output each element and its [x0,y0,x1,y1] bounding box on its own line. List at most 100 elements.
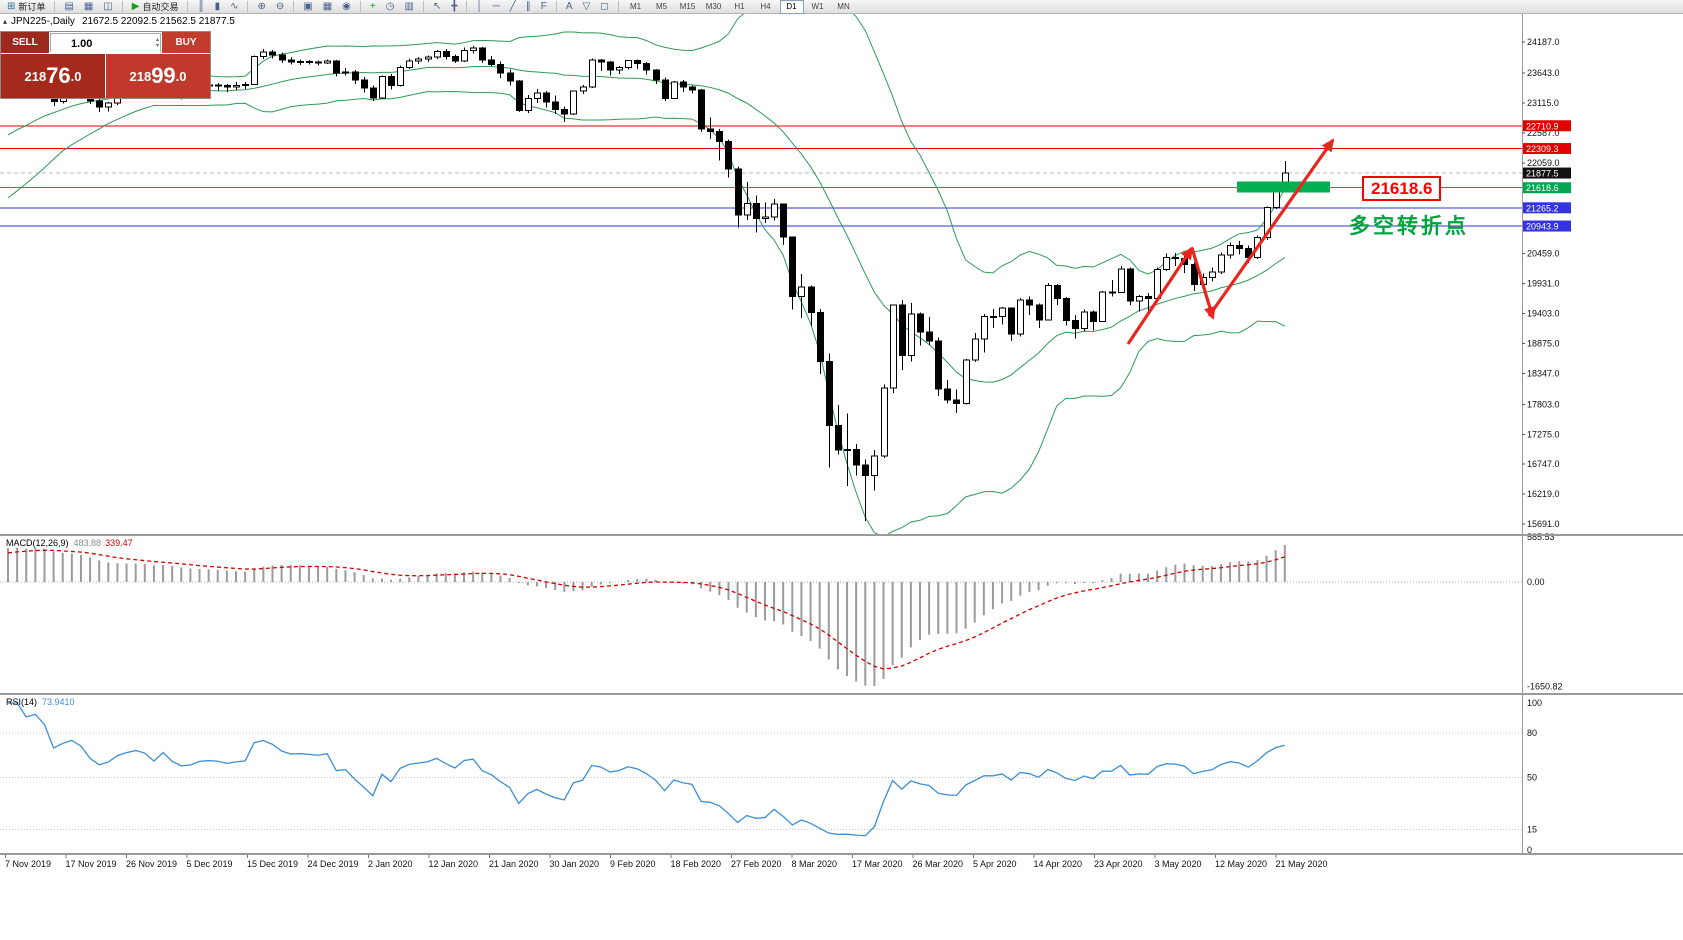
templates-icon[interactable]: ▥ [400,0,417,14]
periods-icon[interactable]: ◷ [382,0,399,14]
arrows-tool-icon[interactable]: ▽ [579,0,595,14]
main-macd-splitter[interactable] [0,534,1683,536]
candle-body [1017,299,1024,335]
candle-body [1045,284,1052,321]
candle-body [479,47,486,61]
candle-body [488,59,495,66]
text-label-icon[interactable]: A [562,0,577,14]
price-axis-label: 19403.0 [1527,308,1560,318]
toolbar-separator [466,1,468,12]
panel-collapse-toggle-icon[interactable]: ▴ [3,17,8,26]
date-axis-label: 30 Jan 2020 [550,859,600,869]
candle-body [406,60,413,68]
trendline-icon[interactable]: ╱ [506,0,520,14]
candle-body [744,203,751,216]
timeframe-button-m30[interactable]: M30 [705,2,722,11]
market-watch-icon[interactable]: ▦ [80,0,97,14]
candle-body [534,92,541,100]
volume-increase-button[interactable]: ▴ [155,36,159,43]
timeframe-button-h4[interactable]: H4 [760,2,771,11]
buy-button[interactable]: BUY [162,32,210,53]
candle-body [1218,254,1225,273]
periods-icon: ◷ [385,0,395,12]
new-order-button-label: 新订单 [18,2,46,12]
date-axis-label: 23 Apr 2020 [1094,859,1143,869]
price-level-tag-text: 21877.5 [1526,169,1559,179]
horizontal-line-icon[interactable]: ─ [489,0,504,14]
candle-body [470,47,477,51]
timeframe-button-d1[interactable]: D1 [779,0,804,14]
candle-body [698,89,705,130]
new-order-button[interactable]: ⊞ 新订单 [3,0,49,14]
charts-window-icon[interactable]: ▤ [60,0,77,14]
macd-rsi-splitter[interactable] [0,693,1683,695]
candle-body [1118,268,1125,294]
chart-ohlc-values: 21672.5 22092.5 21562.5 21877.5 [81,16,235,27]
macd-label: MACD(12,26,9) 483.88 339.47 [6,538,133,548]
volume-decrease-button[interactable]: ▾ [155,42,159,49]
candle-body [1008,307,1015,335]
candle-body [817,312,824,362]
trend-arrow [1207,138,1335,317]
date-axis-label: 14 Apr 2020 [1034,859,1083,869]
navigator-icon[interactable]: ◫ [99,0,116,14]
price-axis-label: 19931.0 [1527,279,1560,289]
candles-layer [5,45,1289,521]
zoom-in-icon[interactable]: ⊕ [253,0,269,14]
candle-body [789,236,796,298]
timeframe-button-h1[interactable]: H1 [734,2,745,11]
bar-chart-icon[interactable]: ║ [193,0,208,14]
candle-body [771,203,778,218]
candlestick-chart-icon[interactable]: ▮ [211,0,225,14]
timeframe-button-m1[interactable]: M1 [629,2,642,11]
price-level-tag [1523,120,1571,132]
candle-body [643,62,650,71]
timeframe-button-mn[interactable]: MN [837,2,850,11]
date-axis-label: 24 Dec 2019 [308,859,359,869]
line-chart-icon[interactable]: ∿ [226,0,242,14]
equidistant-channel-icon[interactable]: ∥ [522,0,535,14]
price-level-tag-text: 22309.3 [1526,144,1559,154]
shapes-tool-icon[interactable]: ◻ [596,0,612,14]
candle-body [1072,319,1079,329]
auto-arrange-icon[interactable]: ▦ [319,0,336,14]
auto-arrange-icon: ▦ [322,0,333,12]
navigator-icon: ◫ [103,0,113,12]
tile-windows-icon[interactable]: ▣ [299,0,316,14]
autotrading-button[interactable]: ▶ 自动交易 [128,0,183,14]
timeframe-button-m5[interactable]: M5 [655,2,668,11]
vertical-line-icon[interactable]: │ [472,0,486,14]
buy-price-button[interactable]: 218 99.0 [106,54,210,98]
fibonacci-icon[interactable]: F [537,0,551,14]
price-axis-label: 16747.0 [1527,459,1560,469]
candle-body [853,448,860,466]
candle-body [561,108,568,115]
sell-button[interactable]: SELL [1,32,49,53]
rsi-dateaxis-splitter[interactable] [0,853,1683,855]
date-axis-label: 18 Feb 2020 [671,859,722,869]
indicators-icon[interactable]: + [366,0,380,14]
price-axis: 24187.0 23643.0 23115.0 22587.0 22059.0 20459… [1522,14,1571,853]
candle-body [1054,284,1061,299]
track-chart-icon[interactable]: ◉ [338,0,355,14]
price-level-tag [1523,182,1571,194]
chart-title-line: ▴ JPN225-,Daily 21672.5 22092.5 21562.5 21… [3,16,235,27]
candle-body [826,360,833,426]
candle-body [224,85,231,88]
timeframe-button-w1[interactable]: W1 [811,2,824,11]
macd-axis-label: 585.53 [1527,532,1555,542]
candlestick-chart-icon: ▮ [214,0,221,12]
volume-input[interactable] [51,35,160,53]
autotrading-icon: ▶ [131,0,140,12]
timeframe-button-m15[interactable]: M15 [679,2,696,11]
crosshair-icon[interactable]: ╋ [447,0,461,14]
cursor-icon[interactable]: ↖ [429,0,445,14]
price-axis-label: 22587.0 [1527,128,1560,138]
candle-body [443,50,450,58]
sell-price-button[interactable]: 218 76.0 [1,54,106,98]
date-axis-label: 12 Jan 2020 [429,859,479,869]
price-axis-label: 16219.0 [1527,489,1560,499]
zoom-out-icon[interactable]: ⊖ [272,0,288,14]
